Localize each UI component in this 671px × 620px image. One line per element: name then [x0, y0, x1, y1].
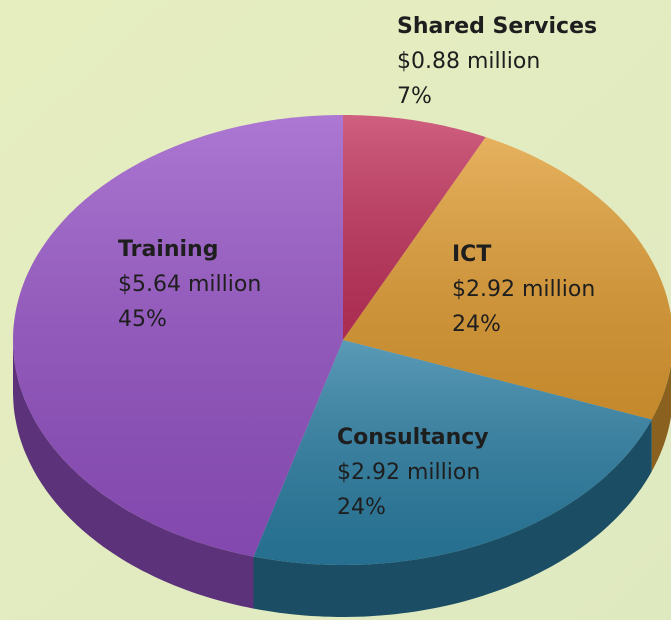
slice-shade [13, 115, 343, 557]
slice-value: $5.64 million [118, 272, 261, 297]
slice-category: Consultancy [337, 425, 489, 450]
slice-side [253, 419, 652, 617]
slice-side [651, 364, 671, 472]
slice-percent: 24% [452, 312, 501, 337]
slice-value: $2.92 million [452, 277, 595, 302]
slice-value: $2.92 million [337, 460, 480, 485]
slice-shade [343, 115, 486, 340]
slice-value: $0.88 million [397, 49, 540, 74]
pie-labels: Shared Services $0.88 million 7% ICT $2.92 m… [118, 14, 597, 520]
slice-percent: 7% [397, 84, 432, 109]
slice-percent: 45% [118, 307, 167, 332]
slice-side [13, 340, 254, 609]
slice-category: ICT [452, 242, 491, 267]
pie-sides [13, 340, 671, 617]
slice-category: Training [118, 237, 218, 262]
slice-category: Shared Services [397, 14, 597, 39]
slice-shade [343, 137, 671, 420]
slice-percent: 24% [337, 495, 386, 520]
pie-tops [13, 115, 671, 565]
slice-shade [253, 340, 652, 565]
